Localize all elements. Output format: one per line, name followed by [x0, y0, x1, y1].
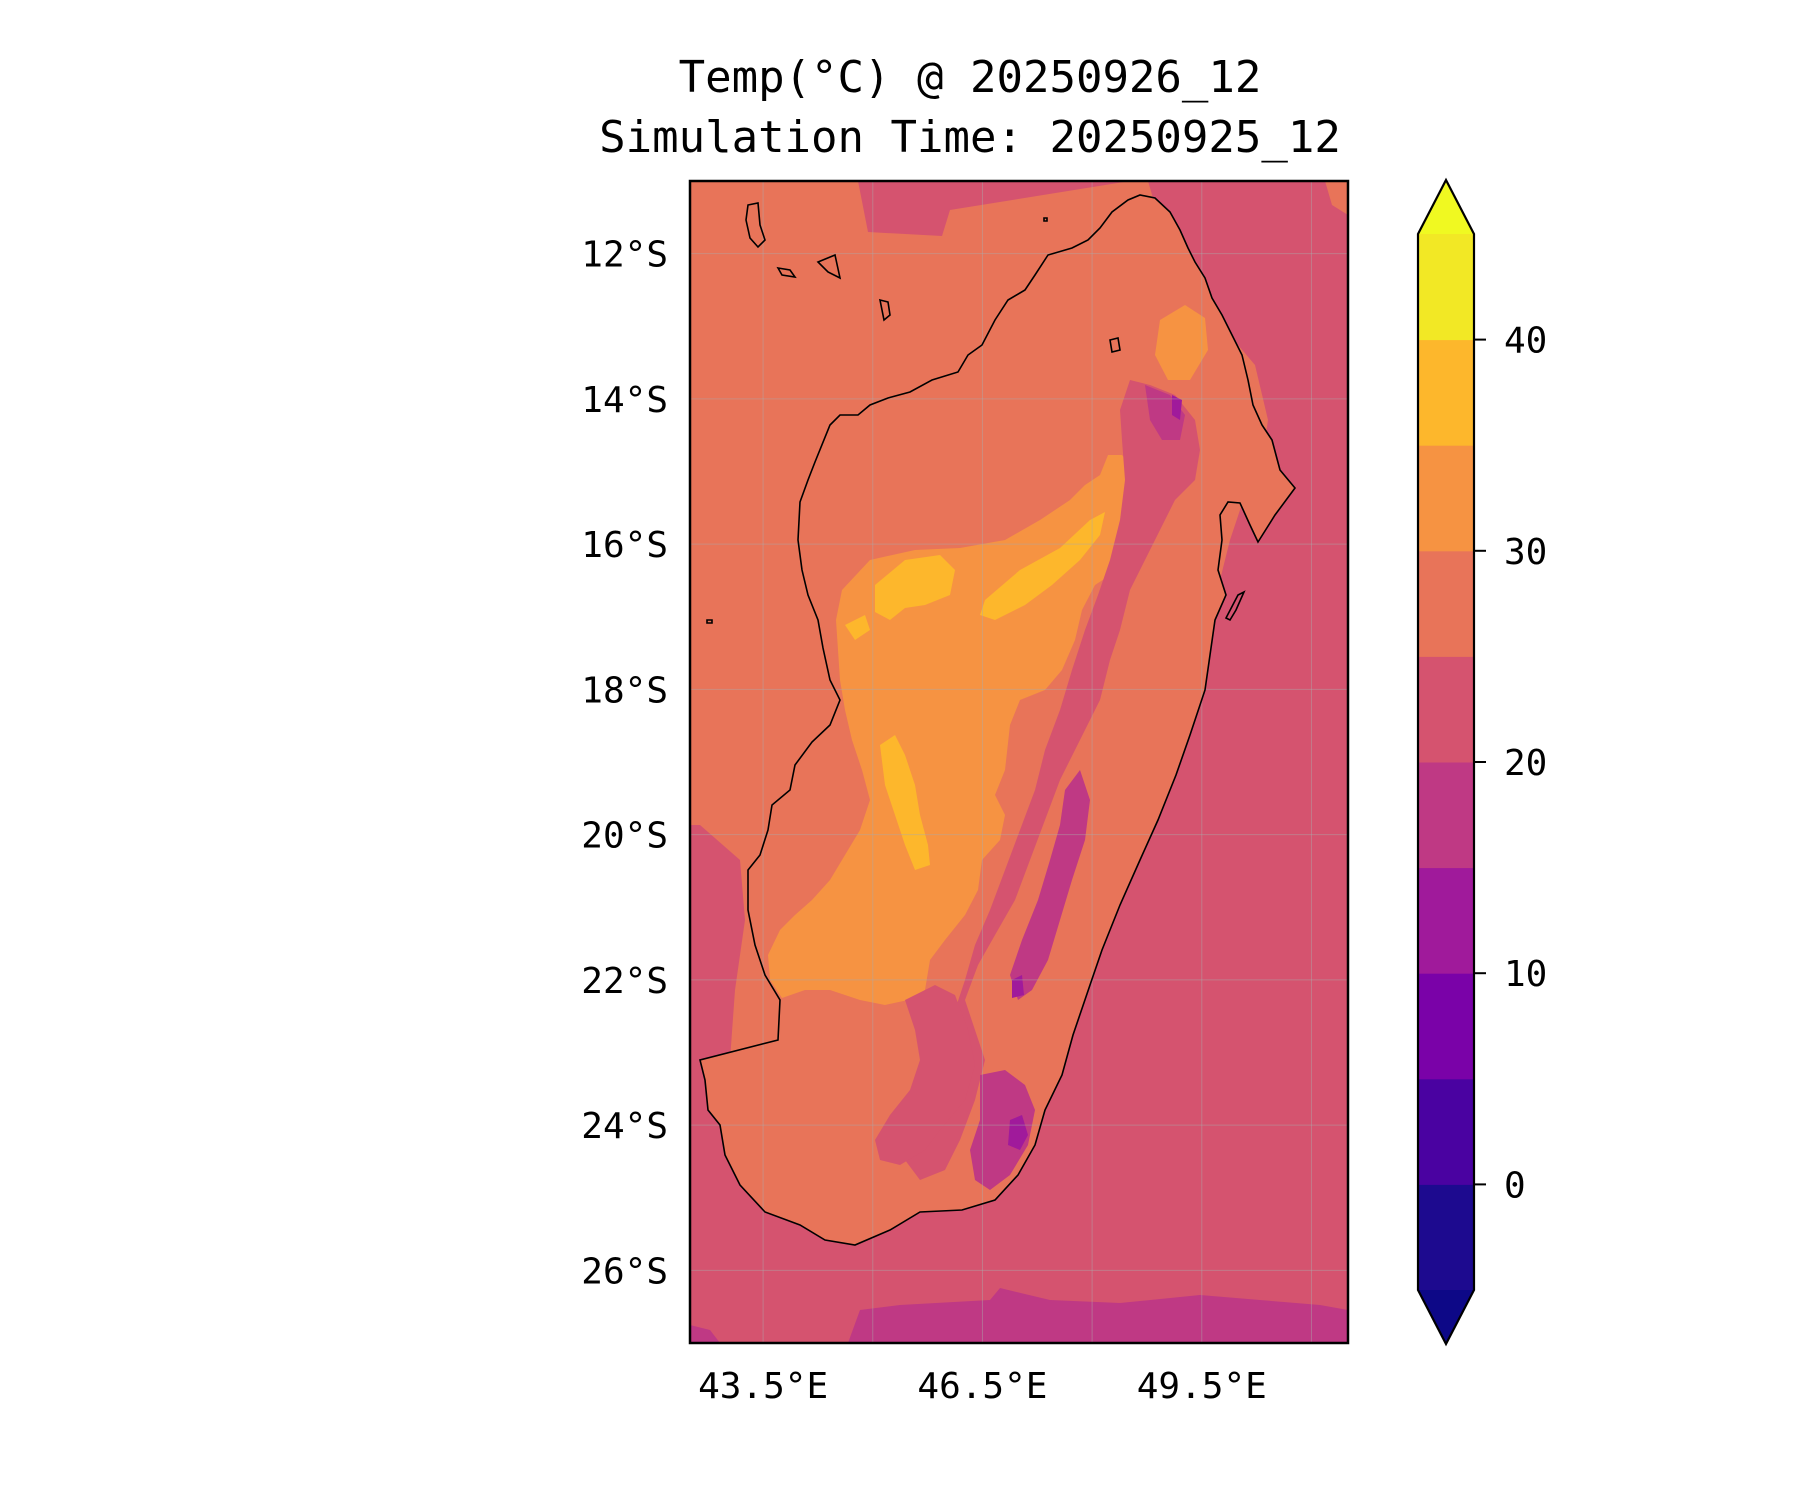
zone-30-35-north	[1155, 305, 1208, 380]
gridlines	[690, 181, 1348, 1343]
colorbar-segment	[1418, 867, 1474, 974]
latitude-axis-labels: 12°S 14°S 16°S 18°S 20°S 22°S 24°S 26°S	[581, 235, 668, 1293]
colorbar-outline	[1416, 177, 1476, 1347]
colorbar-segment	[1418, 762, 1474, 869]
lat-tick-label: 22°S	[581, 961, 668, 1002]
zone-25-30-ne-corner	[1325, 181, 1348, 215]
chart-subtitle: Simulation Time: 20250925_12	[599, 112, 1341, 163]
colorbar-segment	[1418, 656, 1474, 763]
colorbar-tick-label: 20	[1504, 743, 1547, 784]
zone-15-20-c	[970, 1070, 1035, 1190]
longitude-axis-labels: 43.5°E 46.5°E 49.5°E	[698, 1366, 1267, 1407]
zone-30-35	[768, 455, 1150, 1005]
colorbar-segment	[1418, 445, 1474, 552]
colorbar-tick-label: 10	[1504, 954, 1547, 995]
coastline-comoros-grande	[745, 202, 766, 249]
coastline-mayotte	[878, 298, 891, 322]
zone-15-20-southern-ocean	[848, 1288, 1348, 1343]
colorbar-tick-label: 40	[1504, 321, 1547, 362]
map-frame	[688, 179, 1350, 1345]
colorbar: 0 10 20 30 40	[1416, 177, 1547, 1347]
coastline-madagascar	[699, 194, 1297, 1246]
zone-10-15-b	[1012, 975, 1024, 998]
chart-title: Temp(°C) @ 20250926_12	[678, 52, 1262, 103]
coastline-nosy-be	[1109, 337, 1121, 353]
lon-tick-label: 49.5°E	[1137, 1366, 1267, 1407]
colorbar-segment	[1418, 1184, 1474, 1291]
temperature-field	[690, 181, 1348, 1343]
zone-15-20-a	[1145, 385, 1185, 440]
lon-tick-label: 43.5°E	[698, 1366, 828, 1407]
colorbar-segment	[1418, 339, 1474, 446]
zone-35-40-a	[875, 555, 955, 620]
lon-tick-label: 46.5°E	[917, 1366, 1047, 1407]
colorbar-tick-label: 0	[1504, 1165, 1526, 1206]
colorbar-segment	[1418, 1078, 1474, 1185]
lat-tick-label: 20°S	[581, 816, 668, 857]
coastline-comoros-anjouan	[816, 253, 842, 280]
colorbar-tick-label: 30	[1504, 532, 1547, 573]
lat-tick-label: 26°S	[581, 1251, 668, 1292]
lat-tick-label: 14°S	[581, 380, 668, 421]
colorbar-under-extension	[1418, 1290, 1474, 1344]
zone-20-25-east	[905, 380, 1200, 1180]
coastline-islet-north	[1043, 217, 1048, 222]
coastline-islet-west	[706, 619, 713, 624]
coastline-comoros-moheli	[776, 266, 797, 279]
coastline-sainte-marie	[1224, 590, 1246, 622]
zone-10-15-a	[1008, 1115, 1028, 1150]
colorbar-over-extension	[1418, 180, 1474, 234]
zone-35-40-c	[880, 735, 930, 870]
coastline	[699, 194, 1297, 1246]
lat-tick-label: 12°S	[581, 235, 668, 276]
lat-tick-label: 18°S	[581, 670, 668, 711]
zone-20-25-south	[875, 985, 975, 1165]
lat-tick-label: 16°S	[581, 525, 668, 566]
lat-tick-label: 24°S	[581, 1106, 668, 1147]
colorbar-segment	[1418, 234, 1474, 341]
colorbar-segment	[1418, 550, 1474, 657]
colorbar-segment	[1418, 973, 1474, 1080]
zone-35-40-d	[845, 615, 870, 640]
zone-15-20-b	[1010, 770, 1090, 1000]
zone-10-15-c	[1172, 395, 1182, 420]
zone-35-40-b	[980, 512, 1105, 620]
zone-15-20-sw-corner	[690, 1325, 720, 1343]
